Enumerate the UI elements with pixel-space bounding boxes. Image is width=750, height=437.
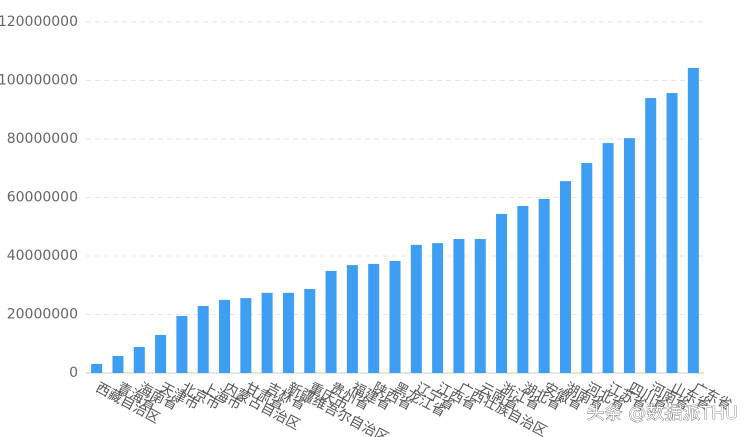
bar (133, 346, 145, 373)
y-tick-label: 80000000 (7, 131, 78, 147)
bar (176, 315, 188, 373)
bar (581, 162, 593, 373)
y-tick-label: 0 (69, 365, 78, 381)
y-tick-label: 60000000 (7, 190, 78, 206)
bar (304, 289, 316, 373)
y-tick-label: 100000000 (0, 73, 78, 89)
bar (91, 363, 103, 373)
bar (112, 356, 124, 373)
bar (645, 98, 657, 374)
bar (623, 138, 635, 373)
bar (155, 334, 167, 373)
y-tick-label: 20000000 (7, 307, 78, 323)
bar (368, 263, 380, 373)
y-tick-label: 40000000 (7, 248, 78, 264)
bar (666, 93, 678, 373)
bar (602, 143, 614, 373)
bar (517, 205, 529, 373)
bar (261, 292, 273, 373)
bar (325, 270, 337, 373)
bar (389, 260, 401, 373)
bar (496, 213, 508, 373)
bar (687, 67, 699, 374)
bar (474, 239, 486, 373)
bar (240, 298, 252, 373)
y-tick-label: 120000000 (0, 14, 78, 30)
bar (282, 292, 294, 373)
bar (219, 299, 231, 373)
bar (538, 198, 550, 373)
bar (346, 265, 358, 373)
bar (410, 244, 422, 373)
bar (197, 306, 209, 373)
bar (559, 181, 571, 373)
bar (453, 239, 465, 373)
bar (432, 243, 444, 373)
watermark: 头条 @数据派THU (587, 403, 738, 424)
